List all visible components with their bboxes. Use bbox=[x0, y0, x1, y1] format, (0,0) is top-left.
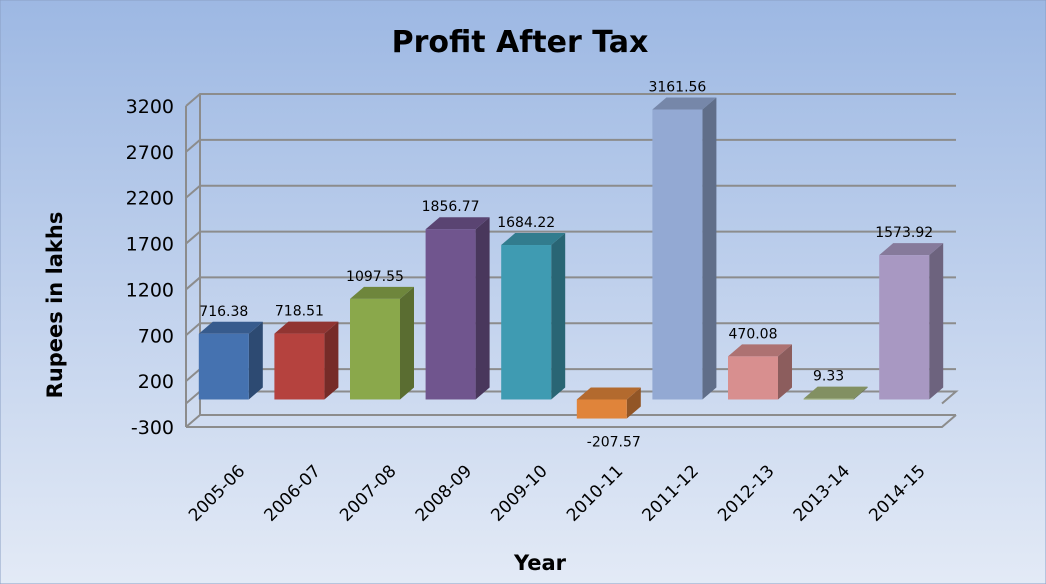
bar-side bbox=[475, 217, 490, 400]
bar-front bbox=[198, 333, 249, 400]
data-label: -207.57 bbox=[587, 435, 641, 451]
floor-line bbox=[185, 390, 959, 405]
bar-front bbox=[350, 298, 400, 400]
y-tick-label: 3200 bbox=[126, 96, 174, 118]
bar-2009-10: 1684.22 bbox=[497, 215, 566, 400]
bar-side bbox=[702, 97, 717, 400]
data-label: 9.33 bbox=[813, 369, 844, 385]
data-label: 1684.22 bbox=[497, 215, 555, 231]
bar-top bbox=[350, 286, 414, 299]
y-tick-label: 700 bbox=[138, 325, 174, 347]
data-label: 470.08 bbox=[729, 326, 778, 342]
data-label: 716.38 bbox=[199, 304, 248, 320]
bar-side bbox=[778, 344, 792, 400]
bar-front bbox=[803, 398, 854, 400]
data-label: 718.51 bbox=[275, 304, 324, 320]
bar-top bbox=[274, 321, 339, 334]
y-tick-label: 2200 bbox=[126, 188, 174, 210]
data-label: 1856.77 bbox=[422, 199, 480, 215]
bar-side bbox=[853, 386, 868, 400]
y-axis-label: Rupees in lakhs bbox=[43, 212, 67, 399]
bar-top bbox=[728, 344, 792, 357]
base-line bbox=[186, 414, 957, 428]
bar-2008-09: 1856.77 bbox=[422, 199, 490, 400]
y-tick-label: 2700 bbox=[126, 142, 174, 164]
bar-2014-15: 1573.92 bbox=[875, 225, 944, 400]
bar-top bbox=[425, 217, 490, 230]
bar-front bbox=[879, 255, 930, 400]
gridlines bbox=[185, 93, 959, 428]
bar-top bbox=[879, 243, 944, 256]
y-axis-ticks: 3200 2700 2200 1700 1200 700 200 -300 bbox=[126, 96, 174, 439]
bar-top bbox=[198, 321, 263, 334]
data-label: 3161.56 bbox=[648, 80, 706, 96]
x-axis-label: Year bbox=[513, 551, 567, 575]
data-label: 1097.55 bbox=[346, 269, 404, 285]
bar-top bbox=[501, 233, 566, 246]
bar-top bbox=[652, 97, 717, 110]
bar-2005-06: 716.38 bbox=[198, 304, 263, 400]
bar-2007-08: 1097.55 bbox=[346, 269, 414, 400]
bar-side bbox=[929, 243, 944, 400]
bar-2011-12: 3161.56 bbox=[648, 80, 717, 400]
bar-front bbox=[501, 245, 552, 400]
bar-side bbox=[324, 321, 339, 400]
bar-top bbox=[576, 387, 641, 400]
bar-side bbox=[626, 387, 641, 419]
y-tick-label: -300 bbox=[131, 417, 174, 439]
bar-front bbox=[652, 109, 703, 400]
bars: 716.38 718.51 1097.55 1856.77 1684.22 -207.57… bbox=[198, 80, 944, 451]
y-tick-label: 1700 bbox=[126, 234, 174, 256]
bar-2013-14: 9.33 bbox=[803, 369, 868, 400]
chart-title: Profit After Tax bbox=[392, 25, 649, 60]
bar-2012-13: 470.08 bbox=[728, 326, 792, 400]
bar-2006-07: 718.51 bbox=[274, 304, 339, 400]
y-tick-label: 1200 bbox=[126, 279, 174, 301]
bar-front bbox=[728, 356, 778, 400]
bar-front bbox=[274, 333, 325, 400]
bar-side bbox=[400, 286, 414, 400]
bar-2010-11: -207.57 bbox=[576, 387, 641, 451]
y-tick-label: 200 bbox=[138, 371, 174, 393]
bar-side bbox=[551, 233, 566, 400]
data-label: 1573.92 bbox=[875, 225, 933, 241]
bar-top bbox=[803, 386, 868, 399]
bar-front bbox=[576, 399, 627, 419]
bar-front bbox=[425, 229, 476, 400]
bar-side bbox=[248, 321, 263, 400]
